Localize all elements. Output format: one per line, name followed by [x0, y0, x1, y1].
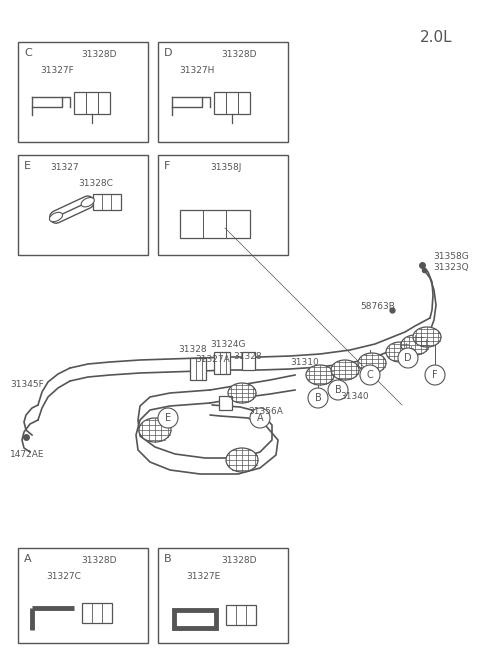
Text: 31358G: 31358G: [433, 252, 469, 261]
Text: F: F: [164, 161, 170, 171]
Bar: [18, 42, 148, 142]
Text: 31356A: 31356A: [248, 407, 283, 416]
Bar: [74, 92, 110, 114]
Text: E: E: [165, 413, 171, 423]
Bar: [190, 358, 206, 380]
Text: 31345F: 31345F: [10, 380, 44, 389]
Bar: [82, 603, 112, 623]
Text: D: D: [164, 48, 172, 58]
Ellipse shape: [139, 418, 171, 442]
Text: 31327H: 31327H: [180, 66, 215, 75]
Ellipse shape: [306, 365, 334, 385]
Text: 2.0L: 2.0L: [420, 30, 453, 45]
Ellipse shape: [81, 198, 94, 207]
Text: A: A: [24, 554, 32, 564]
Bar: [93, 195, 121, 210]
Text: C: C: [367, 370, 373, 380]
Text: B: B: [164, 554, 172, 564]
Bar: [158, 548, 288, 643]
Ellipse shape: [331, 360, 359, 380]
Text: 31328D: 31328D: [221, 556, 256, 565]
Bar: [214, 352, 230, 374]
Circle shape: [328, 380, 348, 400]
Bar: [174, 610, 216, 628]
Text: 31340: 31340: [341, 392, 369, 401]
Circle shape: [360, 365, 380, 385]
Bar: [219, 396, 232, 410]
Ellipse shape: [228, 383, 256, 403]
Ellipse shape: [226, 448, 258, 472]
Text: 31327F: 31327F: [40, 66, 74, 75]
Text: 31324G: 31324G: [210, 340, 246, 349]
Text: 31323Q: 31323Q: [433, 263, 468, 272]
Text: 31328: 31328: [179, 345, 207, 354]
Text: 31328C: 31328C: [79, 179, 113, 188]
Text: 31328D: 31328D: [81, 50, 116, 59]
Text: B: B: [335, 385, 341, 395]
Circle shape: [250, 408, 270, 428]
Circle shape: [398, 348, 418, 368]
Bar: [180, 210, 250, 238]
Text: B: B: [314, 393, 322, 403]
Text: 31358J: 31358J: [210, 163, 241, 172]
Text: 31327: 31327: [50, 163, 79, 172]
Text: 31327A: 31327A: [196, 355, 230, 364]
Text: 58763B: 58763B: [360, 302, 395, 311]
Text: D: D: [404, 353, 412, 363]
Bar: [18, 548, 148, 643]
Ellipse shape: [386, 342, 414, 362]
Text: 31327C: 31327C: [46, 572, 81, 581]
Bar: [158, 42, 288, 142]
Text: 1472AE: 1472AE: [10, 450, 45, 459]
Circle shape: [308, 388, 328, 408]
Text: 31310: 31310: [290, 358, 319, 367]
Text: A: A: [257, 413, 264, 423]
Text: 31328: 31328: [234, 352, 262, 361]
Bar: [158, 155, 288, 255]
Text: E: E: [24, 161, 31, 171]
Circle shape: [425, 365, 445, 385]
Ellipse shape: [49, 212, 62, 221]
Bar: [242, 352, 255, 370]
Ellipse shape: [401, 335, 429, 355]
Text: 31328D: 31328D: [81, 556, 116, 565]
Ellipse shape: [358, 353, 386, 373]
Text: 31327E: 31327E: [186, 572, 221, 581]
Bar: [18, 155, 148, 255]
Bar: [214, 92, 250, 114]
Circle shape: [158, 408, 178, 428]
Text: F: F: [432, 370, 438, 380]
Text: 31328D: 31328D: [221, 50, 256, 59]
Text: C: C: [24, 48, 32, 58]
Ellipse shape: [413, 327, 441, 347]
Bar: [226, 605, 256, 625]
